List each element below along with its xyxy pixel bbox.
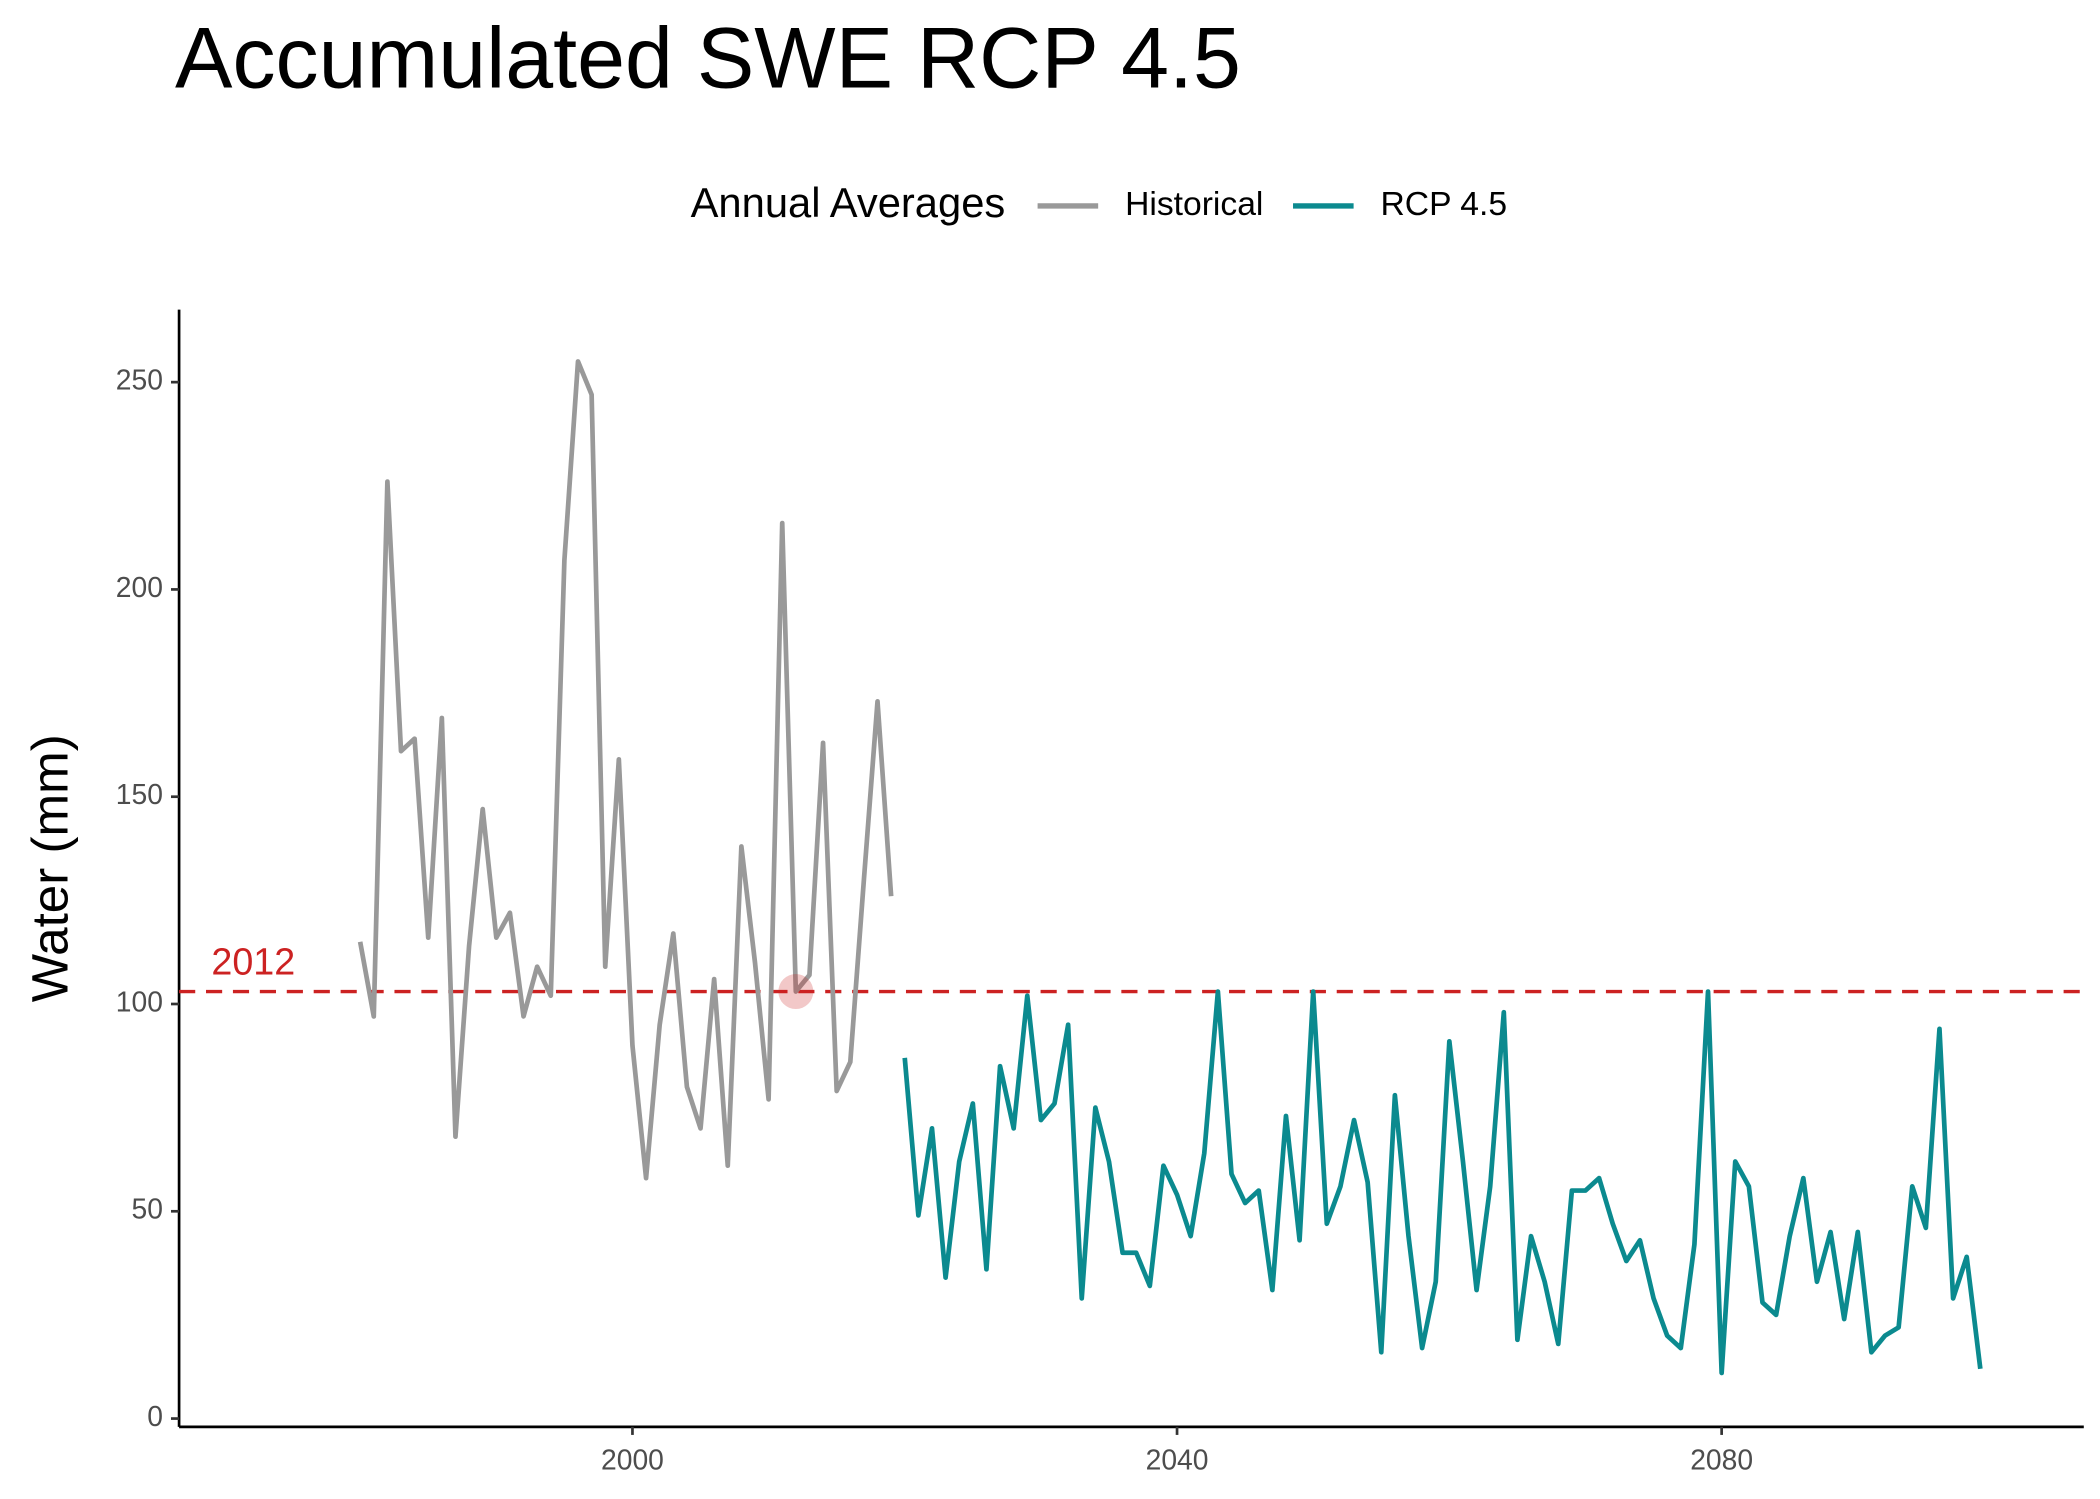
y-tick-label: 100 <box>116 985 163 1017</box>
x-tick-label: 2080 <box>1690 1443 1753 1475</box>
y-tick-label: 200 <box>116 571 163 603</box>
annotation-point <box>778 974 814 1010</box>
y-tick-label: 150 <box>116 778 163 810</box>
y-tick-label: 50 <box>131 1193 162 1225</box>
y-tick-label: 250 <box>116 364 163 396</box>
legend-title: Annual Averages <box>691 179 1006 226</box>
legend-label: Historical <box>1125 186 1263 223</box>
chart-title: Accumulated SWE RCP 4.5 <box>175 10 1241 106</box>
x-tick-label: 2000 <box>601 1443 664 1475</box>
y-axis-label: Water (mm) <box>21 734 78 1002</box>
legend-label: RCP 4.5 <box>1381 186 1508 223</box>
line-series <box>902 989 1983 1376</box>
line-series <box>357 359 894 1181</box>
y-tick-label: 0 <box>147 1400 163 1432</box>
x-tick-label: 2040 <box>1146 1443 1209 1475</box>
reference-label: 2012 <box>211 941 295 983</box>
